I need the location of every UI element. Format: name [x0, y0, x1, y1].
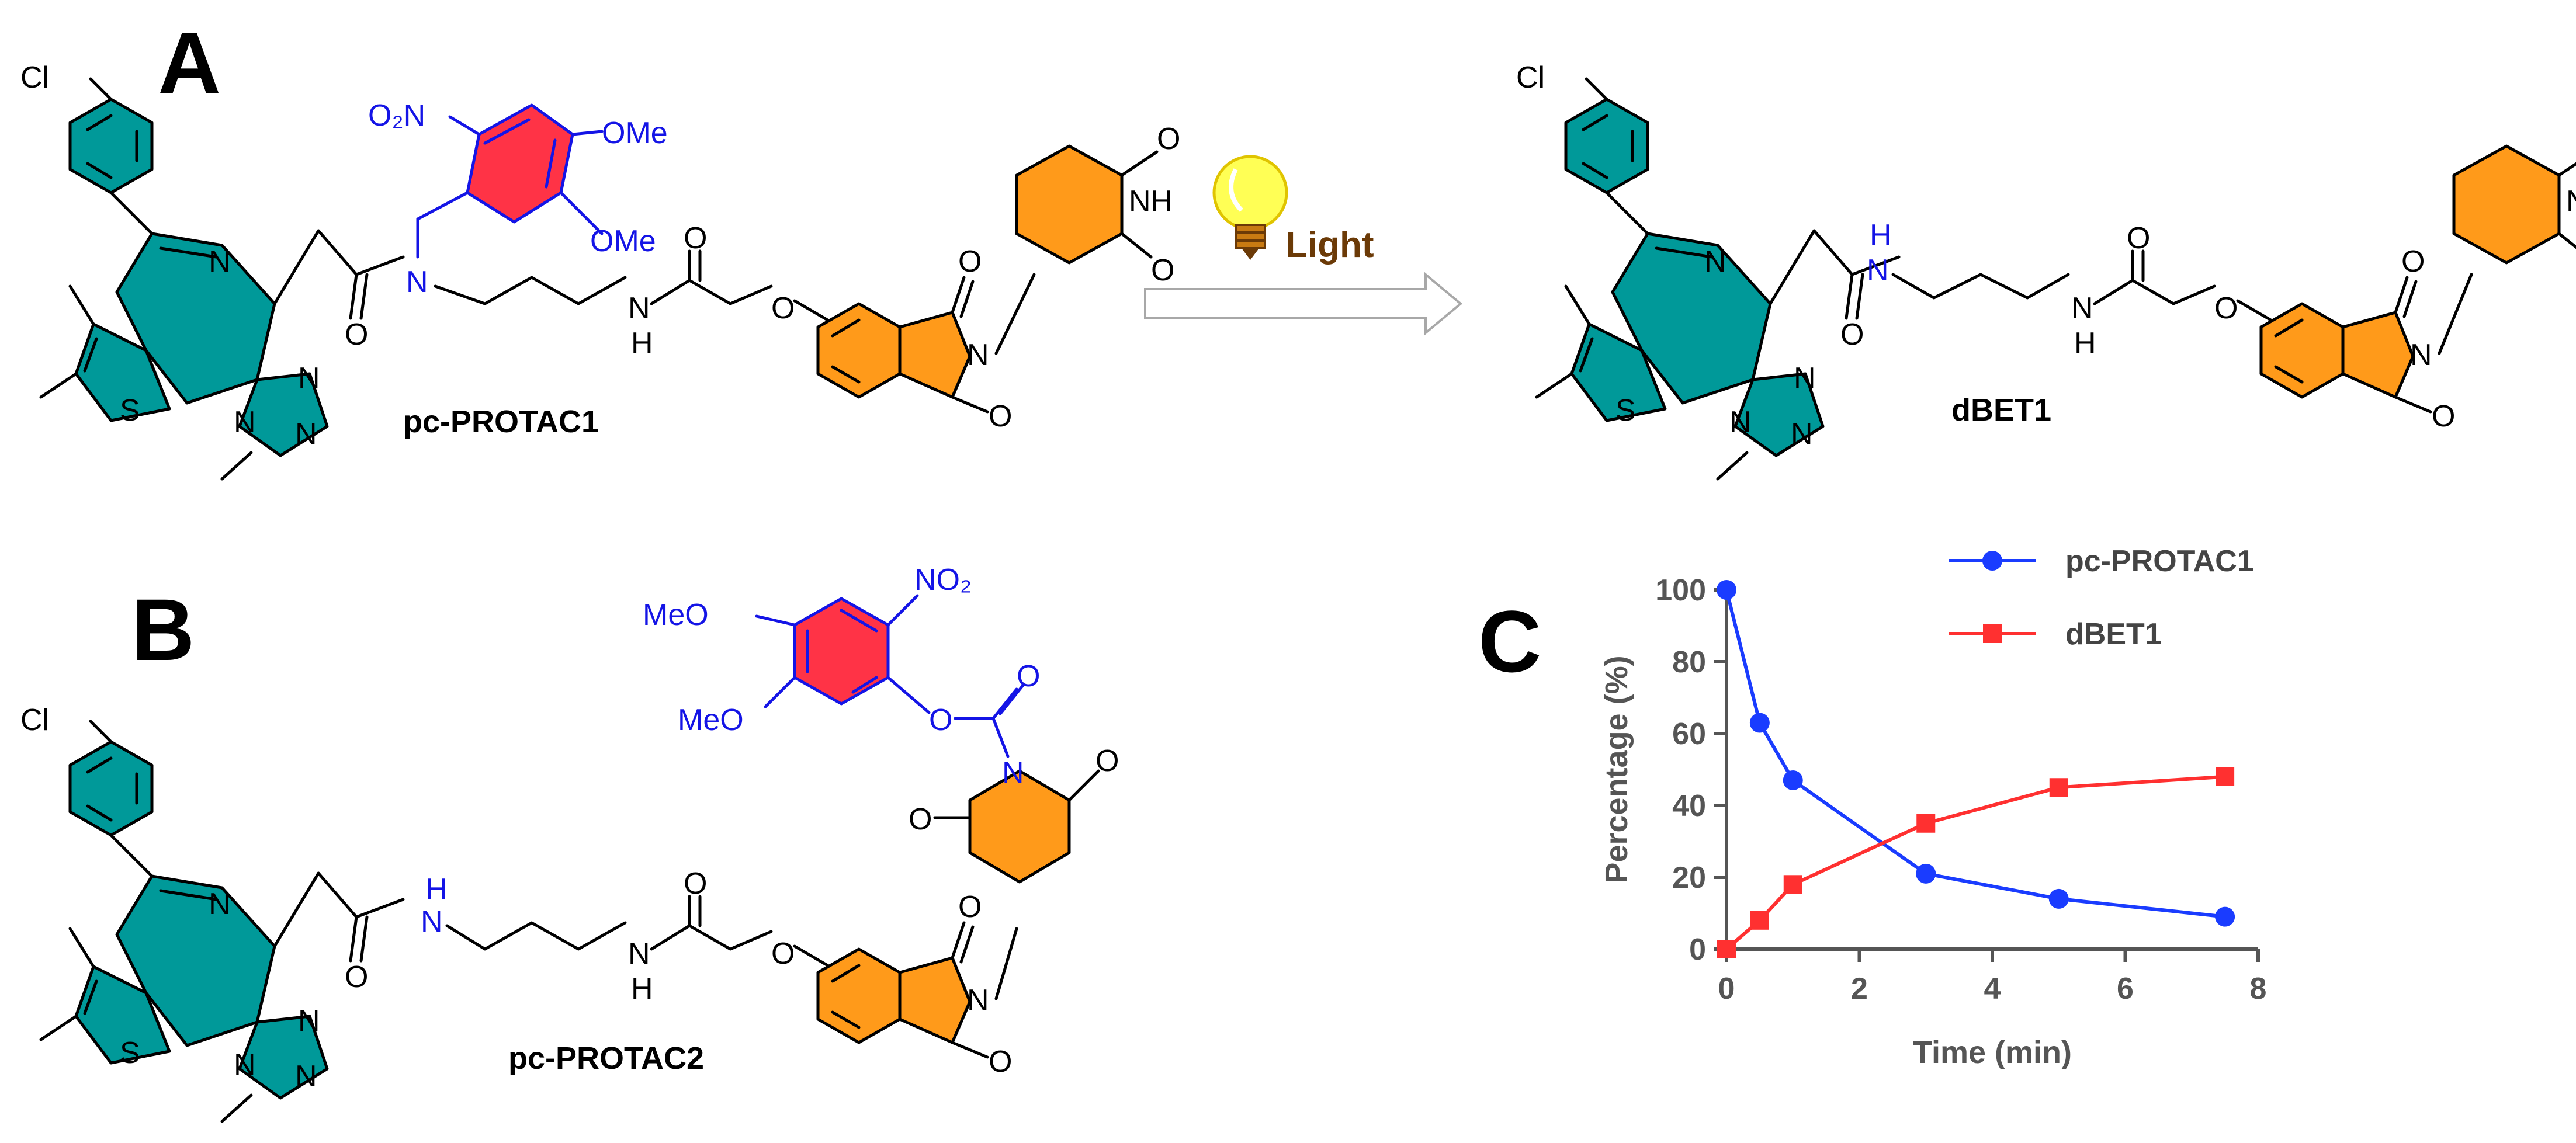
y-tick-label: 20	[1672, 861, 1706, 895]
data-point-2	[1717, 940, 1736, 958]
data-point-1	[1717, 580, 1736, 600]
dbet1-linker-h: H	[2074, 326, 2096, 360]
y-tick-label: 100	[1655, 574, 1706, 607]
protac2-glut-o-right: O	[1095, 744, 1119, 778]
dbet1-acetamide-o: O	[2127, 221, 2150, 255]
y-tick-label: 60	[1672, 717, 1706, 751]
dbet1-amide-n: N	[1867, 253, 1889, 287]
panel-b-label: B	[131, 581, 195, 679]
ome-top: OMe	[602, 116, 668, 150]
legend-marker-1	[1982, 551, 2002, 571]
x-tick-label: 4	[1984, 972, 2001, 1006]
x-axis-label: Time (min)	[1913, 1035, 2072, 1070]
protac2-nitro-label: NO₂	[914, 563, 972, 597]
x-tick-label: 2	[1851, 972, 1868, 1006]
dbet1-linker-n: N	[2071, 291, 2093, 325]
data-point-2	[1783, 875, 1802, 894]
data-point-1	[2048, 888, 2069, 909]
x-tick-label: 6	[2117, 972, 2134, 1006]
protac2-caged-n: N	[1002, 756, 1024, 790]
dbet1-amide-h: H	[1870, 218, 1892, 252]
legend-label-1: pc-PROTAC1	[2065, 544, 2254, 578]
protac2-amide-h: H	[425, 873, 448, 906]
protac2-meo-bottom: MeO	[678, 703, 744, 737]
y-tick-label: 80	[1672, 645, 1706, 679]
dbet1-ether-o: O	[2214, 291, 2238, 325]
pc-protac2-structure: N H N H O O O O N O O	[20, 563, 1119, 1121]
series-line-1	[1725, 589, 2225, 919]
y-axis-label: Percentage (%)	[1599, 655, 1634, 883]
data-point-1	[1749, 713, 1770, 733]
pc-protac1-label: pc-PROTAC1	[403, 404, 599, 439]
pc-protac2-label: pc-PROTAC2	[508, 1041, 704, 1076]
data-point-2	[1750, 911, 1769, 930]
linker-n: N	[628, 291, 650, 325]
dbet1-label: dBET1	[1951, 392, 2051, 428]
y-tick-label: 0	[1689, 933, 1706, 967]
y-tick-label: 40	[1672, 789, 1706, 823]
panel-a-label: A	[158, 14, 221, 112]
acetamide-o: O	[684, 221, 707, 255]
protac2-linker-n: N	[628, 937, 650, 971]
light-bulb-icon	[1212, 155, 1288, 260]
protac2-meo-top: MeO	[643, 598, 709, 632]
data-point-1	[2215, 906, 2235, 927]
ome-bottom: OMe	[590, 224, 656, 258]
x-tick-label: 8	[2250, 972, 2267, 1006]
legend-label-2: dBET1	[2065, 617, 2162, 651]
data-point-2	[2049, 778, 2068, 797]
reaction-arrow	[1144, 272, 1463, 336]
carbamate-o-double: O	[1017, 659, 1040, 693]
light-label: Light	[1285, 225, 1374, 265]
ether-o: O	[771, 291, 795, 325]
legend-marker-2	[1983, 624, 2002, 643]
linker-h: H	[631, 326, 653, 360]
x-tick-label: 0	[1718, 972, 1735, 1006]
pc-protac1-structure: N O₂N OMe OMe N H O O	[20, 61, 1180, 479]
protac2-acetamide-o: O	[684, 867, 707, 901]
data-point-2	[1916, 814, 1936, 833]
protac2-amide-n: N	[421, 905, 443, 939]
data-point-1	[1916, 863, 1936, 884]
panel-b: B N H N H O O O O N	[20, 563, 1119, 1121]
data-point-2	[2216, 767, 2235, 786]
carbamate-o-ester: O	[929, 703, 952, 737]
light-reaction: Light	[1144, 155, 1463, 336]
panel-c-label: C	[1478, 592, 1541, 690]
panel-a: A N O₂N OMe OMe N H O O	[20, 14, 2576, 479]
protac2-ether-o: O	[771, 937, 795, 971]
dbet1-structure: H N N H O O dBET1	[1516, 61, 2576, 479]
protac2-glut-o-left: O	[909, 802, 932, 836]
series-line-2	[1725, 774, 2225, 951]
caged-amide-n: N	[406, 265, 428, 299]
data-point-1	[1783, 770, 1803, 790]
protac2-linker-h: H	[631, 972, 653, 1006]
nitro-label: O₂N	[368, 99, 425, 133]
